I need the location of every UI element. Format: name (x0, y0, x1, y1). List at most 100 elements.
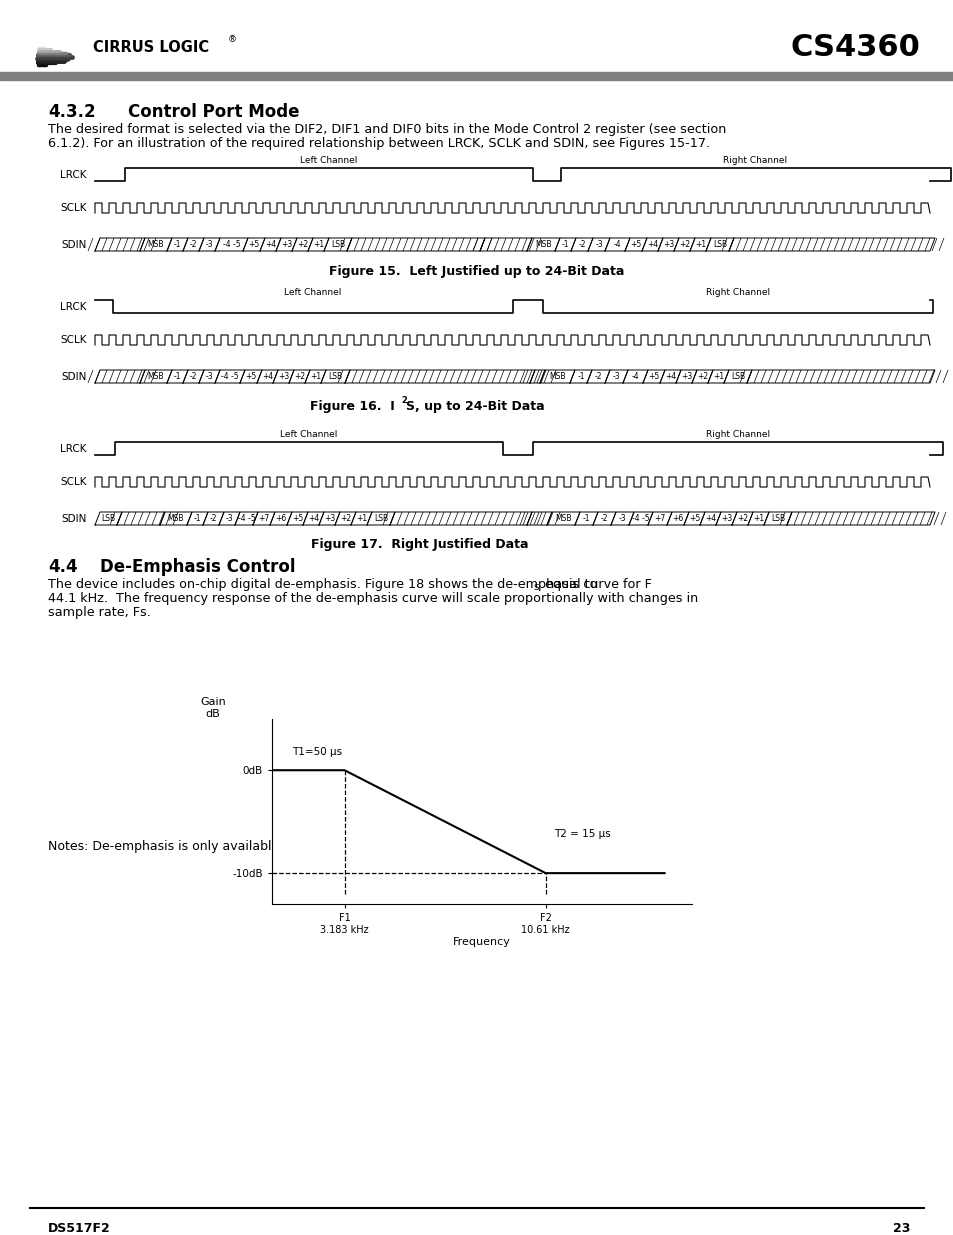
Polygon shape (539, 370, 575, 383)
Polygon shape (140, 370, 172, 383)
Text: 4.3.2: 4.3.2 (48, 103, 95, 121)
Polygon shape (604, 370, 627, 383)
Text: +1: +1 (752, 514, 763, 522)
Text: -2: -2 (594, 372, 601, 382)
Text: MSB: MSB (168, 514, 184, 522)
Polygon shape (479, 238, 532, 251)
Text: +6: +6 (672, 514, 683, 522)
Polygon shape (728, 238, 934, 251)
Text: +7: +7 (258, 514, 270, 522)
Polygon shape (659, 370, 680, 383)
Text: 2: 2 (400, 396, 406, 405)
Polygon shape (253, 513, 274, 525)
Text: SDIN: SDIN (62, 514, 87, 524)
Text: LRCK: LRCK (60, 169, 87, 179)
Polygon shape (610, 513, 634, 525)
Polygon shape (214, 238, 248, 251)
Y-axis label: Gain
dB: Gain dB (200, 698, 226, 719)
Text: T1=50 µs: T1=50 µs (292, 747, 341, 757)
Polygon shape (571, 238, 593, 251)
Polygon shape (546, 513, 579, 525)
Text: +3: +3 (662, 240, 674, 249)
Polygon shape (367, 513, 395, 525)
Polygon shape (287, 513, 308, 525)
Text: CS4360: CS4360 (789, 32, 919, 62)
Polygon shape (289, 370, 310, 383)
Polygon shape (747, 513, 768, 525)
Polygon shape (305, 370, 326, 383)
Polygon shape (303, 513, 324, 525)
Text: Control Port Mode: Control Port Mode (128, 103, 299, 121)
Text: T2 = 15 µs: T2 = 15 µs (554, 829, 610, 839)
Polygon shape (628, 513, 652, 525)
Polygon shape (270, 513, 292, 525)
Text: +3: +3 (680, 372, 691, 382)
Text: +3: +3 (277, 372, 289, 382)
Polygon shape (666, 513, 688, 525)
Polygon shape (604, 238, 629, 251)
Text: Right Channel: Right Channel (722, 156, 786, 165)
Text: Left Channel: Left Channel (280, 430, 337, 438)
Text: -4 -5: -4 -5 (222, 240, 240, 249)
Polygon shape (199, 370, 220, 383)
Text: -3: -3 (595, 240, 602, 249)
Text: SCLK: SCLK (60, 335, 87, 345)
Text: -3: -3 (206, 372, 213, 382)
Polygon shape (569, 370, 592, 383)
Text: +4: +4 (704, 514, 716, 522)
Polygon shape (308, 238, 329, 251)
Polygon shape (716, 513, 737, 525)
Text: -1: -1 (193, 514, 201, 522)
Text: +2: +2 (679, 240, 689, 249)
Text: LRCK: LRCK (60, 443, 87, 453)
Text: equal to: equal to (540, 578, 597, 592)
Polygon shape (731, 513, 752, 525)
Text: 44.1 kHz.  The frequency response of the de-emphasis curve will scale proportion: 44.1 kHz. The frequency response of the … (48, 592, 698, 605)
Polygon shape (243, 238, 265, 251)
Polygon shape (167, 238, 188, 251)
Text: +1: +1 (310, 372, 321, 382)
Text: The device includes on-chip digital de-emphasis. Figure 18 shows the de-emphasis: The device includes on-chip digital de-e… (48, 578, 651, 592)
Text: SCLK: SCLK (60, 477, 87, 487)
Text: Right Channel: Right Channel (705, 288, 769, 296)
Text: +1: +1 (355, 514, 367, 522)
Polygon shape (335, 513, 355, 525)
Text: -3: -3 (618, 514, 626, 522)
Text: -3: -3 (206, 240, 213, 249)
Text: +4: +4 (646, 240, 658, 249)
Polygon shape (240, 370, 262, 383)
Text: LRCK: LRCK (60, 301, 87, 311)
Text: -4: -4 (613, 240, 620, 249)
Text: The desired format is selected via the DIF2, DIF1 and DIF0 bits in the Mode Cont: The desired format is selected via the D… (48, 124, 725, 136)
Polygon shape (390, 513, 532, 525)
Polygon shape (292, 238, 313, 251)
Polygon shape (586, 370, 609, 383)
Text: 6.1.2). For an illustration of the required relationship between LRCK, SCLK and : 6.1.2). For an illustration of the requi… (48, 137, 709, 149)
Polygon shape (587, 238, 609, 251)
Text: SDIN: SDIN (62, 372, 87, 382)
Polygon shape (723, 370, 751, 383)
Text: -1: -1 (561, 240, 569, 249)
Polygon shape (746, 370, 934, 383)
Text: -3: -3 (226, 514, 233, 522)
Polygon shape (324, 238, 352, 251)
Text: Right Channel: Right Channel (705, 430, 769, 438)
Text: LSB: LSB (101, 514, 115, 522)
Text: CIRRUS LOGIC: CIRRUS LOGIC (92, 40, 209, 54)
Text: -1: -1 (577, 372, 584, 382)
Polygon shape (318, 513, 339, 525)
Text: +2: +2 (296, 240, 308, 249)
Text: 4.4: 4.4 (48, 558, 77, 576)
Text: +7: +7 (654, 514, 665, 522)
Polygon shape (683, 513, 704, 525)
Text: LSB: LSB (712, 240, 726, 249)
Text: MSB: MSB (148, 372, 164, 382)
Text: 23: 23 (892, 1221, 909, 1235)
Text: DS517F2: DS517F2 (48, 1221, 111, 1235)
Text: +2: +2 (697, 372, 707, 382)
Text: SDIN: SDIN (62, 240, 87, 249)
Text: De-Emphasis Control: De-Emphasis Control (100, 558, 295, 576)
Polygon shape (214, 370, 245, 383)
Text: +5: +5 (248, 240, 259, 249)
Polygon shape (273, 370, 294, 383)
